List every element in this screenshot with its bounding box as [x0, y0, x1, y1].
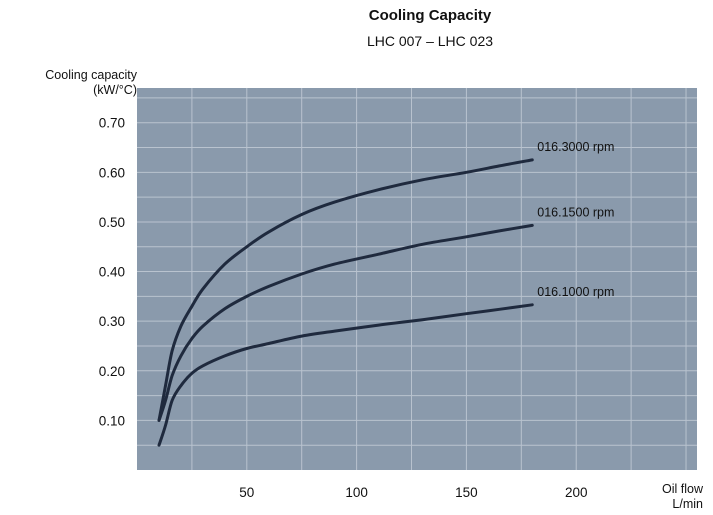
series-label: 016.1000 rpm [537, 285, 614, 299]
y-tick-label: 0.60 [99, 165, 125, 180]
x-axis-label-line1: Oil flow [662, 482, 703, 496]
series-line [157, 158, 534, 422]
series-label: 016.3000 rpm [537, 140, 614, 154]
y-axis-label-line1: Cooling capacity [45, 68, 137, 82]
x-axis-label-line2: L/min [672, 497, 703, 511]
x-axis-label: Oil flow L/min [662, 482, 703, 512]
x-tick-label: 50 [239, 485, 254, 500]
chart-subtitle: LHC 007 – LHC 023 [366, 33, 494, 49]
y-axis-label-line2: (kW/°C) [93, 83, 137, 97]
x-tick-label: 100 [345, 485, 368, 500]
x-tick-label: 150 [455, 485, 478, 500]
y-tick-label: 0.50 [99, 215, 125, 230]
y-tick-label: 0.20 [99, 364, 125, 379]
chart-title: Cooling Capacity [368, 7, 492, 24]
y-tick-label: 0.10 [99, 413, 125, 428]
series-line [157, 223, 534, 422]
y-tick-label: 0.40 [99, 265, 125, 280]
x-tick-label: 200 [565, 485, 588, 500]
y-tick-label: 0.70 [99, 116, 125, 131]
y-tick-label: 0.30 [99, 314, 125, 329]
plot-area [137, 88, 697, 470]
series-line [157, 303, 534, 447]
y-axis-label: Cooling capacity (kW/°C) [7, 68, 137, 98]
series-label: 016.1500 rpm [537, 205, 614, 219]
